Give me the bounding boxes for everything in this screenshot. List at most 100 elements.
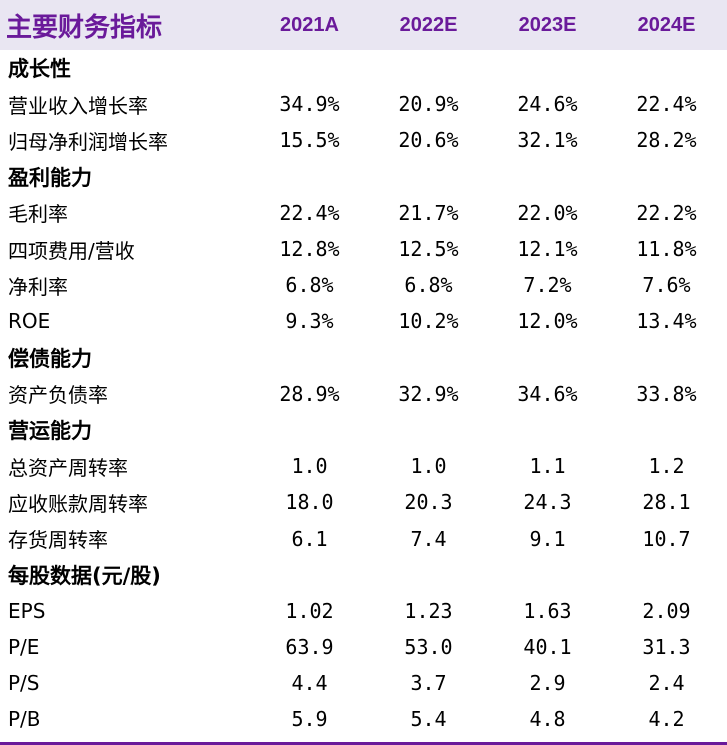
value-cell: 3.7 xyxy=(410,671,447,696)
row-label: 毛利率 xyxy=(8,202,68,227)
value-cell: 12.1% xyxy=(517,237,578,262)
section-title: 偿债能力 xyxy=(8,346,92,371)
year-header-2022e: 2022E xyxy=(399,13,458,36)
value-cell: 1.2 xyxy=(648,454,685,479)
value-cell: 12.5% xyxy=(398,237,459,262)
row-label: ROE xyxy=(8,309,51,334)
value-cell: 15.5% xyxy=(279,128,340,153)
value-cell: 7.6% xyxy=(642,273,691,298)
value-cell: 32.9% xyxy=(398,381,459,406)
value-cell: 40.1 xyxy=(523,635,572,660)
year-header-2024e: 2024E xyxy=(637,13,696,36)
section-title: 营运能力 xyxy=(8,418,92,443)
value-cell: 10.7 xyxy=(642,526,691,551)
value-cell: 20.6% xyxy=(398,128,459,153)
section-header-row: 盈利能力 xyxy=(0,159,727,195)
value-cell: 53.0 xyxy=(404,635,453,660)
row-label: 四项费用/营收 xyxy=(8,238,135,263)
value-cell: 21.7% xyxy=(398,200,459,225)
value-cell: 31.3 xyxy=(642,635,691,660)
value-cell: 34.9% xyxy=(279,92,340,117)
table-row: 四项费用/营收 12.8% 12.5% 12.1% 11.8% xyxy=(0,231,727,267)
value-cell: 11.8% xyxy=(636,237,697,262)
row-label: 归母净利润增长率 xyxy=(8,129,168,154)
value-cell: 5.9 xyxy=(291,707,328,732)
section-header-row: 每股数据(元/股) xyxy=(0,557,727,593)
value-cell: 22.2% xyxy=(636,200,697,225)
value-cell: 4.8 xyxy=(529,707,566,732)
value-cell: 22.4% xyxy=(279,200,340,225)
table-title: 主要财务指标 xyxy=(6,12,163,43)
section-title: 每股数据(元/股) xyxy=(8,563,161,588)
section-header-row: 营运能力 xyxy=(0,412,727,448)
value-cell: 4.4 xyxy=(291,671,328,696)
table-row: 存货周转率 6.1 7.4 9.1 10.7 xyxy=(0,520,727,556)
value-cell: 1.23 xyxy=(404,598,453,623)
table-header: 主要财务指标 2021A 2022E 2023E 2024E xyxy=(0,0,727,50)
value-cell: 1.0 xyxy=(410,454,447,479)
value-cell: 9.1 xyxy=(529,526,566,551)
value-cell: 63.9 xyxy=(285,635,334,660)
section-header-row: 偿债能力 xyxy=(0,340,727,376)
value-cell: 32.1% xyxy=(517,128,578,153)
table-row: P/S 4.4 3.7 2.9 2.4 xyxy=(0,665,727,701)
value-cell: 2.4 xyxy=(648,671,685,696)
table-body: 成长性 营业收入增长率 34.9% 20.9% 24.6% 22.4% 归母净利润增长率 15… xyxy=(0,50,727,738)
value-cell: 9.3% xyxy=(285,309,334,334)
row-label: 净利率 xyxy=(8,274,68,299)
value-cell: 7.2% xyxy=(523,273,572,298)
value-cell: 1.02 xyxy=(285,598,334,623)
row-label: EPS xyxy=(8,598,46,623)
value-cell: 28.2% xyxy=(636,128,697,153)
table-row: 营业收入增长率 34.9% 20.9% 24.6% 22.4% xyxy=(0,86,727,122)
table-row: 归母净利润增长率 15.5% 20.6% 32.1% 28.2% xyxy=(0,122,727,158)
value-cell: 2.9 xyxy=(529,671,566,696)
bottom-rule xyxy=(0,741,727,745)
value-cell: 2.09 xyxy=(642,598,691,623)
value-cell: 13.4% xyxy=(636,309,697,334)
value-cell: 12.0% xyxy=(517,309,578,334)
value-cell: 6.8% xyxy=(285,273,334,298)
value-cell: 20.3 xyxy=(404,490,453,515)
value-cell: 1.0 xyxy=(291,454,328,479)
year-header-2021a: 2021A xyxy=(280,13,339,36)
table-row: 净利率 6.8% 6.8% 7.2% 7.6% xyxy=(0,267,727,303)
value-cell: 22.4% xyxy=(636,92,697,117)
table-row: 应收账款周转率 18.0 20.3 24.3 28.1 xyxy=(0,484,727,520)
value-cell: 10.2% xyxy=(398,309,459,334)
value-cell: 1.1 xyxy=(529,454,566,479)
row-label: 营业收入增长率 xyxy=(8,93,148,118)
value-cell: 24.6% xyxy=(517,92,578,117)
section-header-row: 成长性 xyxy=(0,50,727,86)
value-cell: 28.9% xyxy=(279,381,340,406)
row-label: P/B xyxy=(8,707,41,732)
row-label: P/E xyxy=(8,635,40,660)
table-row: P/E 63.9 53.0 40.1 31.3 xyxy=(0,629,727,665)
value-cell: 33.8% xyxy=(636,381,697,406)
value-cell: 7.4 xyxy=(410,526,447,551)
value-cell: 34.6% xyxy=(517,381,578,406)
table-row: 资产负债率 28.9% 32.9% 34.6% 33.8% xyxy=(0,376,727,412)
value-cell: 4.2 xyxy=(648,707,685,732)
row-label: 总资产周转率 xyxy=(8,455,128,480)
value-cell: 12.8% xyxy=(279,237,340,262)
table-row: 毛利率 22.4% 21.7% 22.0% 22.2% xyxy=(0,195,727,231)
table-row: EPS 1.02 1.23 1.63 2.09 xyxy=(0,593,727,629)
row-label: 资产负债率 xyxy=(8,383,108,408)
row-label: 应收账款周转率 xyxy=(8,491,148,516)
section-title: 成长性 xyxy=(8,57,71,82)
value-cell: 1.63 xyxy=(523,598,572,623)
row-label: 存货周转率 xyxy=(8,528,108,553)
value-cell: 28.1 xyxy=(642,490,691,515)
table-row: ROE 9.3% 10.2% 12.0% 13.4% xyxy=(0,303,727,339)
row-label: P/S xyxy=(8,671,40,696)
value-cell: 18.0 xyxy=(285,490,334,515)
table-row: 总资产周转率 1.0 1.0 1.1 1.2 xyxy=(0,448,727,484)
value-cell: 22.0% xyxy=(517,200,578,225)
value-cell: 6.1 xyxy=(291,526,328,551)
section-title: 盈利能力 xyxy=(8,165,92,190)
value-cell: 6.8% xyxy=(404,273,453,298)
table-row: P/B 5.9 5.4 4.8 4.2 xyxy=(0,701,727,737)
value-cell: 5.4 xyxy=(410,707,447,732)
